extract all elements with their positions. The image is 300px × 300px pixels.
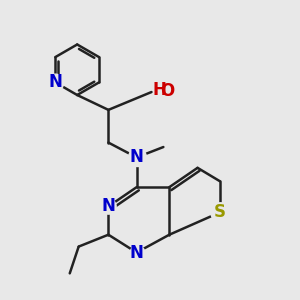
Text: O: O <box>160 82 174 100</box>
Text: N: N <box>130 244 144 262</box>
Text: S: S <box>214 203 226 221</box>
Text: N: N <box>101 197 115 215</box>
Text: H: H <box>153 81 167 99</box>
Text: N: N <box>130 148 144 166</box>
Text: N: N <box>48 74 62 92</box>
